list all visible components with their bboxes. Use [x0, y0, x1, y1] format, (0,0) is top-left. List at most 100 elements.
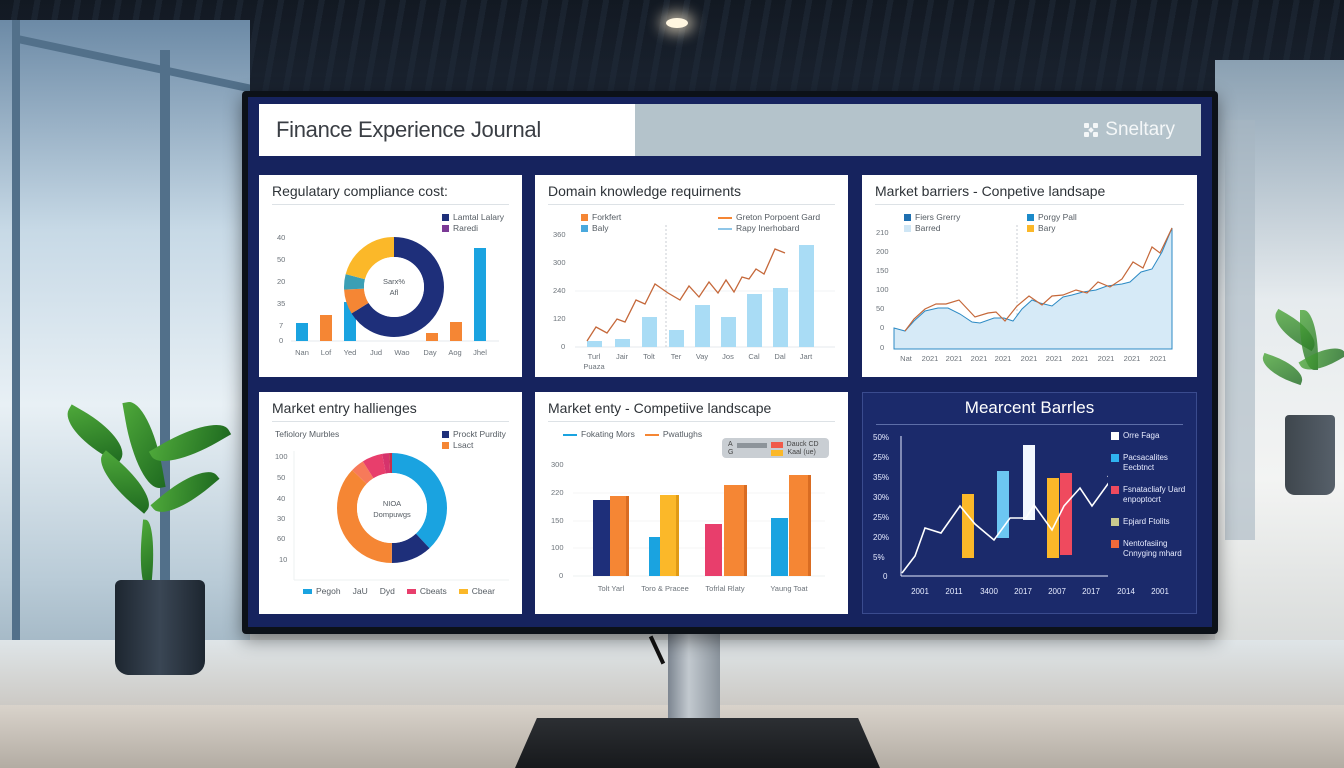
svg-text:240: 240 [553, 286, 566, 295]
ceiling-light [666, 18, 688, 28]
legend-item[interactable]: Nentofasiing Cnnyging mhard [1111, 539, 1196, 559]
legend-item[interactable]: Lamtal Lalary [442, 212, 504, 223]
chart-subtitle: Tefiolory Murbles [275, 429, 340, 439]
legend-item[interactable]: Epjard Ftolits [1111, 517, 1196, 527]
legend-item[interactable]: Pwatlughs [644, 429, 702, 440]
legend-item[interactable]: Rapy Inerhobard [718, 223, 820, 234]
donut-chart: NIOA Dompuwgs [337, 453, 447, 563]
svg-text:Jart: Jart [800, 352, 813, 361]
dashboard-screen: Finance Experience Journal Sneltary Regu… [248, 97, 1212, 627]
panel-regulatory-compliance-cost[interactable]: Regulatary compliance cost: Lamtal Lalar… [259, 175, 522, 377]
svg-text:360: 360 [553, 230, 566, 239]
area-series [893, 227, 1173, 350]
floating-bars [962, 445, 1072, 558]
svg-text:25%: 25% [873, 513, 889, 522]
market-entry-donut-chart[interactable]: 100 50 40 30 60 10 NIOA Dompuwgs [259, 447, 522, 614]
header-brand-area: Sneltary [635, 104, 1201, 156]
svg-text:Cal: Cal [748, 352, 760, 361]
x-axis-labels: Nan Lof Yed Jud Wao Day Aog Jhel [295, 348, 487, 357]
svg-text:300: 300 [553, 258, 566, 267]
mearcent-barrles-chart[interactable]: 50% 25% 35% 30% 25% 20% 5% 0 2001 [863, 428, 1108, 613]
legend-item[interactable]: Dyd [379, 586, 395, 596]
brand-x-logo-icon [1082, 121, 1100, 139]
svg-text:Lof: Lof [321, 348, 332, 357]
trend-line [901, 482, 1108, 574]
brand-logo[interactable]: Sneltary [1082, 119, 1175, 141]
legend-item[interactable]: Forkfert [581, 212, 621, 223]
panel-market-entry-competitive[interactable]: Market enty - Competiive landscape Fokat… [535, 392, 848, 614]
svg-text:120: 120 [553, 314, 566, 323]
legend-item[interactable]: Baly [581, 223, 621, 234]
svg-text:50%: 50% [873, 433, 889, 442]
legend-item[interactable]: Cbeats [406, 586, 447, 597]
y-axis-labels: 360 300 240 120 0 [553, 230, 566, 351]
svg-text:2021: 2021 [922, 354, 939, 363]
legend-item[interactable]: Greton Porpoent Gard [718, 212, 820, 223]
market-barriers-chart[interactable]: 210 200 150 100 50 0 0 Nat 2021 2021 202… [862, 220, 1197, 375]
svg-text:2021: 2021 [1021, 354, 1038, 363]
legend-item[interactable]: Orre Faga [1111, 431, 1196, 441]
chart-legend: Orre Faga Pacsacalites Eecbtnct Fsnatacl… [1111, 431, 1196, 571]
legend-item[interactable]: Prockt Purdity [442, 429, 506, 440]
svg-text:25%: 25% [873, 453, 889, 462]
brand-name: Sneltary [1105, 119, 1175, 140]
svg-text:Turl: Turl [588, 352, 601, 361]
svg-text:Yed: Yed [344, 348, 357, 357]
svg-text:2021: 2021 [1072, 354, 1089, 363]
legend-item[interactable]: Bary [1027, 223, 1077, 234]
svg-text:100: 100 [275, 452, 288, 461]
compliance-cost-chart[interactable]: 40 50 20 35 7 0 [259, 230, 522, 375]
svg-text:5%: 5% [873, 553, 885, 562]
svg-text:2011: 2011 [945, 587, 963, 596]
svg-text:30: 30 [277, 514, 285, 523]
svg-text:50: 50 [277, 473, 285, 482]
inset-legend: A Dauck CD G Kaal (ue) [722, 438, 829, 458]
legend-item[interactable]: G Kaal (ue) [728, 449, 816, 456]
legend-item[interactable]: A Dauck CD [728, 441, 819, 448]
svg-text:2021: 2021 [995, 354, 1012, 363]
svg-text:40: 40 [277, 494, 285, 503]
legend-item[interactable]: Fokating Mors [563, 429, 635, 440]
svg-text:Tofrlal Rlaty: Tofrlal Rlaty [705, 584, 744, 593]
legend-item[interactable]: Pegoh [303, 586, 341, 597]
y-axis-labels: 210 200 150 100 50 0 0 [876, 228, 889, 352]
svg-text:150: 150 [876, 266, 889, 275]
line-series [586, 248, 786, 342]
bar [474, 248, 486, 341]
dashboard-header: Finance Experience Journal Sneltary [259, 104, 1201, 156]
chart-legend-right: Porgy Pall Bary [1027, 212, 1077, 234]
market-entry-bar-chart[interactable]: 300 220 150 100 0 [535, 460, 848, 614]
svg-text:200: 200 [876, 247, 889, 256]
panel-title: Market entry hallienges [272, 400, 417, 416]
svg-text:Aog: Aog [448, 348, 461, 357]
panel-mearcent-barrles[interactable]: Mearcent Barrles Orre Faga Pacsacalites … [862, 392, 1197, 614]
y-axis-labels: 50% 25% 35% 30% 25% 20% 5% 0 [873, 433, 889, 581]
svg-text:2021: 2021 [1046, 354, 1063, 363]
svg-text:220: 220 [551, 488, 564, 497]
legend-item[interactable]: Porgy Pall [1027, 212, 1077, 223]
panel-title: Regulatary compliance cost: [272, 183, 448, 199]
legend-item[interactable]: Lsact [442, 440, 506, 451]
panel-market-entry-challenges[interactable]: Market entry hallienges Tefiolory Murble… [259, 392, 522, 614]
panel-domain-knowledge-requirements[interactable]: Domain knowledge requirnents Forkfert Ba… [535, 175, 848, 377]
arrow-head-icon [1107, 475, 1108, 478]
legend-item[interactable]: Cbear [458, 586, 495, 597]
legend-item[interactable]: Fsnatacliafy Uard enpoptocrt [1111, 485, 1196, 505]
svg-text:2021: 2021 [971, 354, 988, 363]
bar [296, 323, 308, 341]
legend-item[interactable]: Barred [904, 223, 960, 234]
legend-item[interactable]: Raredi [442, 223, 504, 234]
legend-item[interactable]: Pacsacalites Eecbtnct [1111, 453, 1196, 473]
domain-knowledge-chart[interactable]: 360 300 240 120 0 Turl [535, 225, 848, 375]
panel-market-barriers[interactable]: Market barriers - Conpetive landsape Fie… [862, 175, 1197, 377]
page-title: Finance Experience Journal [276, 117, 541, 142]
svg-text:100: 100 [876, 285, 889, 294]
svg-text:Tolt Yarl: Tolt Yarl [598, 584, 625, 593]
legend-item[interactable]: Fiers Grerry [904, 212, 960, 223]
svg-text:2001: 2001 [1151, 587, 1169, 596]
chart-legend: Forkfert Baly [581, 212, 621, 234]
legend-item[interactable]: JaU [352, 586, 368, 596]
svg-text:300: 300 [551, 460, 564, 469]
x-axis-labels-right: 2014 2001 [1117, 587, 1169, 596]
svg-text:50: 50 [876, 304, 884, 313]
